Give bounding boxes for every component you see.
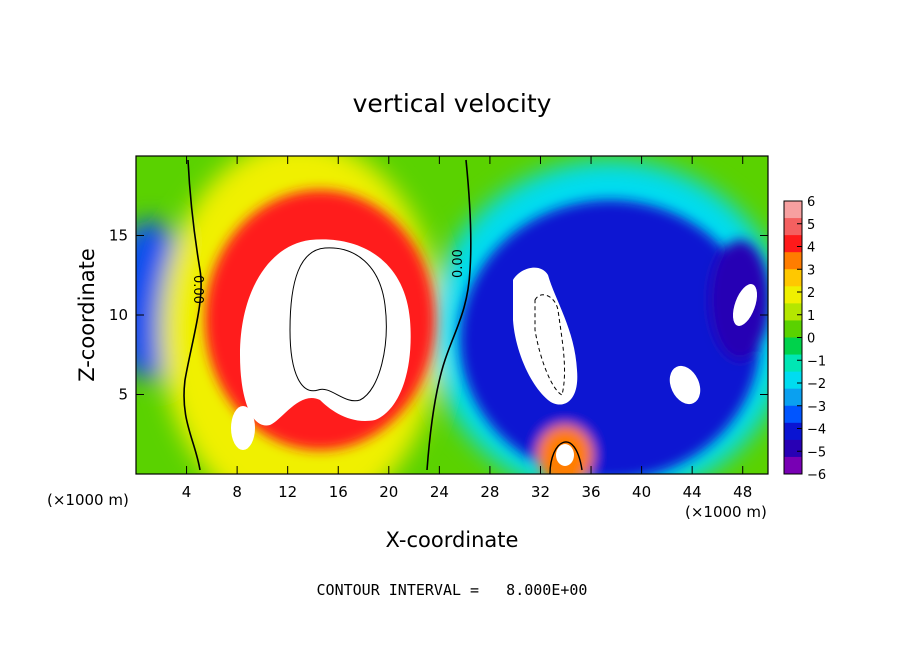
- x-tick-label: 12: [278, 483, 297, 501]
- x-units-left: (×1000 m): [47, 491, 129, 509]
- colorbar-tick-label: −1: [807, 354, 826, 369]
- contour-small-updraft: [549, 441, 583, 474]
- x-axis: 4 8 12 16 20 24 28 32 36 40 44 48: [182, 156, 752, 501]
- x-tick-label: 4: [182, 483, 192, 501]
- colorbar-tick-label: 5: [807, 218, 815, 233]
- y-tick-label: 10: [109, 306, 128, 324]
- colorbar-tick-label: 3: [807, 263, 815, 278]
- heatmap-saturated-updraft-region: [240, 239, 411, 426]
- contour-updraft-core: [289, 247, 387, 402]
- colorbar-swatch: [784, 252, 802, 270]
- x-tick-label: 32: [531, 483, 550, 501]
- colorbar: 6 5 4 3 2 1 0 −1 −2 −3 −4 −5 −6: [783, 195, 826, 483]
- colorbar-swatch: [784, 201, 802, 219]
- x-axis-label: X-coordinate: [386, 528, 519, 552]
- colorbar-tick-label: −4: [807, 423, 826, 438]
- colorbar-swatch: [784, 371, 802, 390]
- heatmap-saturated-downdraft-region: [513, 267, 578, 405]
- colorbar-tick-label: −6: [807, 468, 826, 483]
- heatmap-saturated-small-region: [231, 406, 255, 450]
- heatmap-blob-downdraft-core: [460, 200, 760, 474]
- contour-zero-right: [426, 159, 472, 471]
- contour-label-left: 0.00: [190, 275, 205, 304]
- colorbar-tick-label: 6: [807, 195, 815, 210]
- contour-interval-footer: CONTOUR INTERVAL = 8.000E+00: [317, 581, 588, 599]
- colorbar-tick-label: 0: [807, 332, 815, 347]
- colorbar-tick-label: −2: [807, 377, 826, 392]
- colorbar-swatch: [784, 269, 802, 287]
- colorbar-tick-label: −5: [807, 445, 826, 460]
- colorbar-tick-label: 1: [807, 309, 815, 324]
- colorbar-swatch: [784, 218, 802, 236]
- colorbar-swatch: [784, 456, 802, 475]
- colorbar-swatch: [784, 354, 802, 373]
- colorbar-tick-label: 4: [807, 241, 815, 256]
- x-tick-label: 8: [232, 483, 242, 501]
- y-axis: 5 10 15: [109, 227, 768, 404]
- x-tick-label: 48: [733, 483, 752, 501]
- colorbar-swatch: [784, 439, 802, 458]
- heatmap-small-updraft-center: [556, 444, 574, 466]
- colorbar-swatch: [784, 422, 802, 441]
- colorbar-tick-label: −3: [807, 400, 826, 415]
- colorbar-swatch: [784, 303, 802, 321]
- y-tick-label: 5: [118, 386, 128, 404]
- y-axis-label: Z-coordinate: [75, 248, 99, 382]
- x-tick-label: 20: [379, 483, 398, 501]
- colorbar-swatch: [784, 405, 802, 424]
- y-tick-label: 15: [109, 227, 128, 245]
- x-tick-label: 44: [683, 483, 702, 501]
- colorbar-swatch: [784, 235, 802, 253]
- colorbar-swatch: [784, 286, 802, 304]
- colorbar-tick-label: 2: [807, 286, 815, 301]
- x-units-right: (×1000 m): [685, 503, 767, 521]
- contour-zero-left: [183, 159, 202, 471]
- colorbar-swatch: [784, 320, 802, 338]
- colorbar-swatch: [784, 337, 802, 356]
- x-tick-label: 36: [581, 483, 600, 501]
- colorbar-swatch: [784, 388, 802, 407]
- heatmap-saturated-right-region: [732, 284, 758, 326]
- heatmap-field: 0.00 0.00: [136, 156, 768, 474]
- x-tick-label: 16: [329, 483, 348, 501]
- x-tick-label: 40: [632, 483, 651, 501]
- contour-downdraft-core: [534, 294, 566, 396]
- x-tick-label: 24: [430, 483, 449, 501]
- contour-label-right: 0.00: [451, 249, 466, 278]
- x-tick-label: 28: [480, 483, 499, 501]
- chart-title: vertical velocity: [353, 89, 552, 118]
- heatmap-saturated-mid-region: [669, 365, 701, 405]
